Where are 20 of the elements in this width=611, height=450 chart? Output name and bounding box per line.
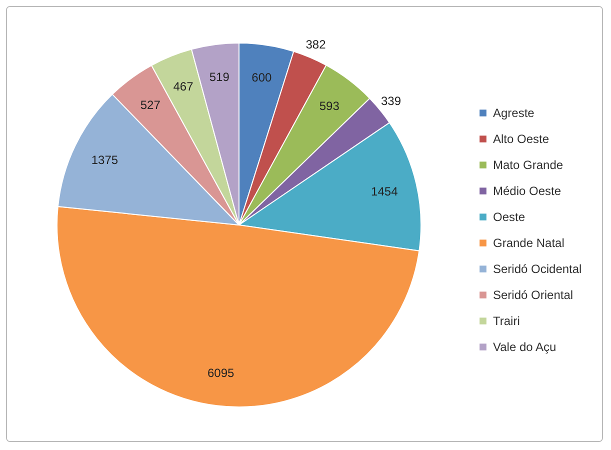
data-label: 339 [380, 94, 402, 108]
legend-label: Mato Grande [493, 158, 564, 172]
data-label: 467 [173, 80, 194, 94]
legend-label: Seridó Oriental [493, 288, 574, 302]
data-label: 1375 [91, 152, 118, 167]
legend-label: Seridó Ocidental [493, 262, 582, 276]
data-label: 1454 [371, 184, 398, 198]
legend-label: Agreste [493, 106, 535, 120]
data-label: 600 [252, 70, 272, 84]
legend-label: Vale do Açu [493, 340, 556, 354]
data-label: 6095 [207, 366, 234, 380]
data-label: 593 [319, 99, 340, 114]
data-label: 527 [140, 98, 161, 112]
data-label: 382 [306, 38, 326, 52]
legend-label: Alto Oeste [493, 132, 550, 146]
legend-label: Médio Oeste [493, 184, 562, 198]
data-label: 519 [209, 70, 230, 84]
legend-label: Oeste [493, 210, 526, 224]
legend-label: Grande Natal [493, 236, 564, 250]
legend-label: Trairi [493, 314, 520, 328]
